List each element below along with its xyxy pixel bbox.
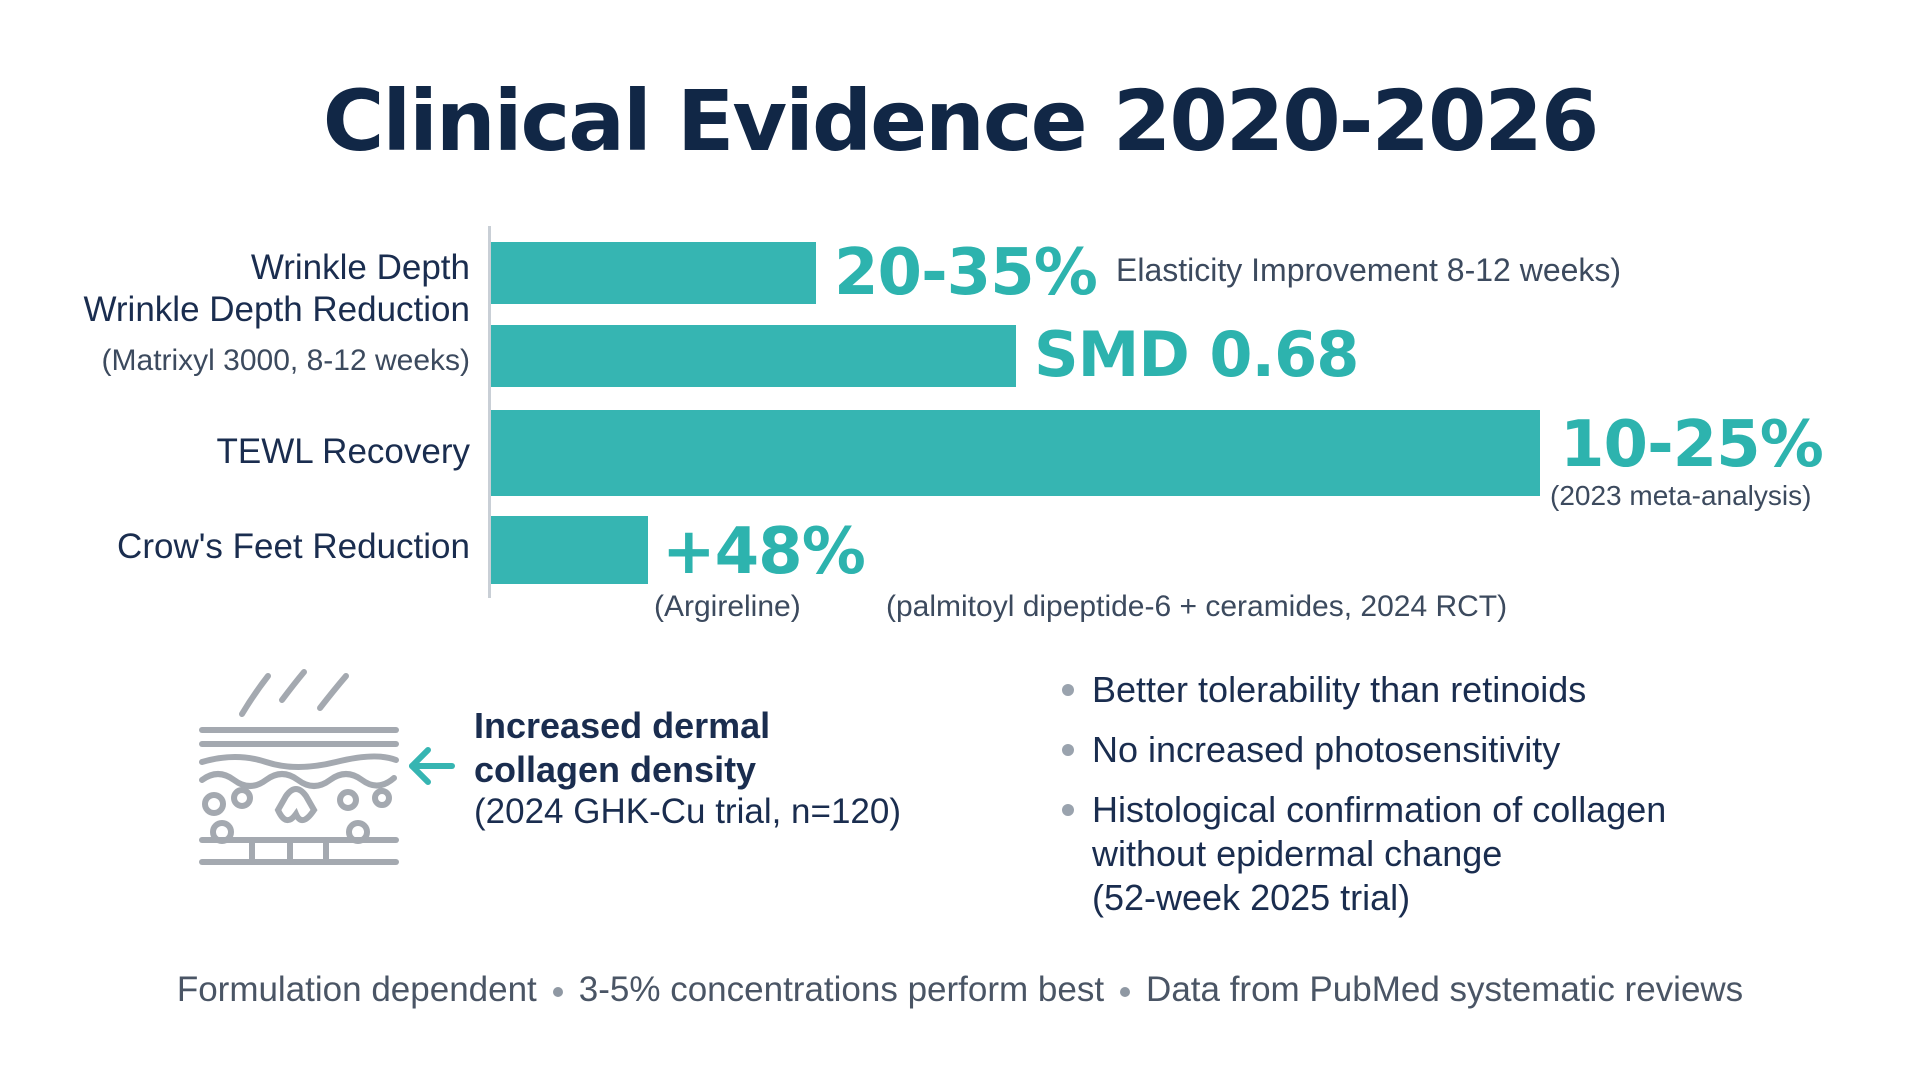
bullet-dot	[1062, 744, 1074, 756]
callout-heading: Increased dermal collagen density	[474, 704, 770, 792]
bar-elasticity	[491, 242, 816, 304]
footer-part-1: Formulation dependent	[176, 970, 537, 1009]
note-palmitoyl: (palmitoyl dipeptide-6 + ceramides, 2024…	[886, 590, 1508, 623]
page-title: Clinical Evidence 2020-2026	[322, 72, 1600, 170]
note-argireline: (Argireline)	[654, 590, 801, 623]
bullet-dot	[1062, 684, 1074, 696]
category-sublabel-matrixyl: (Matrixyl 3000, 8-12 weeks)	[101, 344, 470, 377]
footer-part-3: Data from PubMed systematic reviews	[1146, 970, 1744, 1009]
category-label-tewl: TEWL Recovery	[216, 432, 470, 471]
bar-tewl	[491, 410, 1540, 496]
note-elasticity: Elasticity Improvement 8-12 weeks)	[1116, 252, 1622, 288]
bullet-dot	[1062, 804, 1074, 816]
value-label-crows-feet: +48%	[662, 515, 866, 589]
list-item: No increased photosensitivity	[1062, 728, 1666, 772]
bullet-text: No increased photosensitivity	[1092, 729, 1561, 770]
separator-dot	[552, 986, 563, 997]
category-label-wrinkle-depth-reduction: Wrinkle Depth Reduction	[83, 290, 471, 329]
bar-crows-feet	[491, 516, 648, 584]
y-axis-line	[488, 226, 491, 598]
list-item: Histological confirmation of collagen wit…	[1062, 788, 1666, 920]
bullet-text-cont: without epidermal change	[1092, 833, 1503, 874]
bar-wrinkle-depth	[491, 325, 1016, 387]
footer-part-2: 3-5% concentrations perform best	[578, 970, 1105, 1009]
callout-subtext: (2024 GHK-Cu trial, n=120)	[474, 792, 902, 831]
separator-dot	[1120, 986, 1131, 997]
skin-layers-icon	[199, 669, 399, 865]
bullet-text: Histological confirmation of collagen	[1092, 789, 1667, 830]
category-label-crows-feet: Crow's Feet Reduction	[117, 527, 470, 566]
value-label-elasticity: 20-35%	[834, 236, 1098, 310]
category-label-wrinkle-depth: Wrinkle Depth	[250, 248, 470, 287]
bullet-text-cont: (52-week 2025 trial)	[1092, 877, 1411, 918]
benefits-list: Better tolerability than retinoids No in…	[1062, 668, 1666, 936]
footer-note: Formulation dependent 3-5% concentrations…	[0, 970, 1920, 1010]
value-label-smd: SMD 0.68	[1034, 318, 1359, 391]
note-tewl: (2023 meta-analysis)	[1550, 480, 1812, 511]
callout-line-2: collagen density	[474, 749, 757, 790]
callout-line-1: Increased dermal	[474, 705, 771, 746]
list-item: Better tolerability than retinoids	[1062, 668, 1666, 712]
value-label-tewl: 10-25%	[1560, 408, 1824, 482]
arrow-left-icon	[409, 747, 455, 785]
bullet-text: Better tolerability than retinoids	[1092, 669, 1587, 710]
